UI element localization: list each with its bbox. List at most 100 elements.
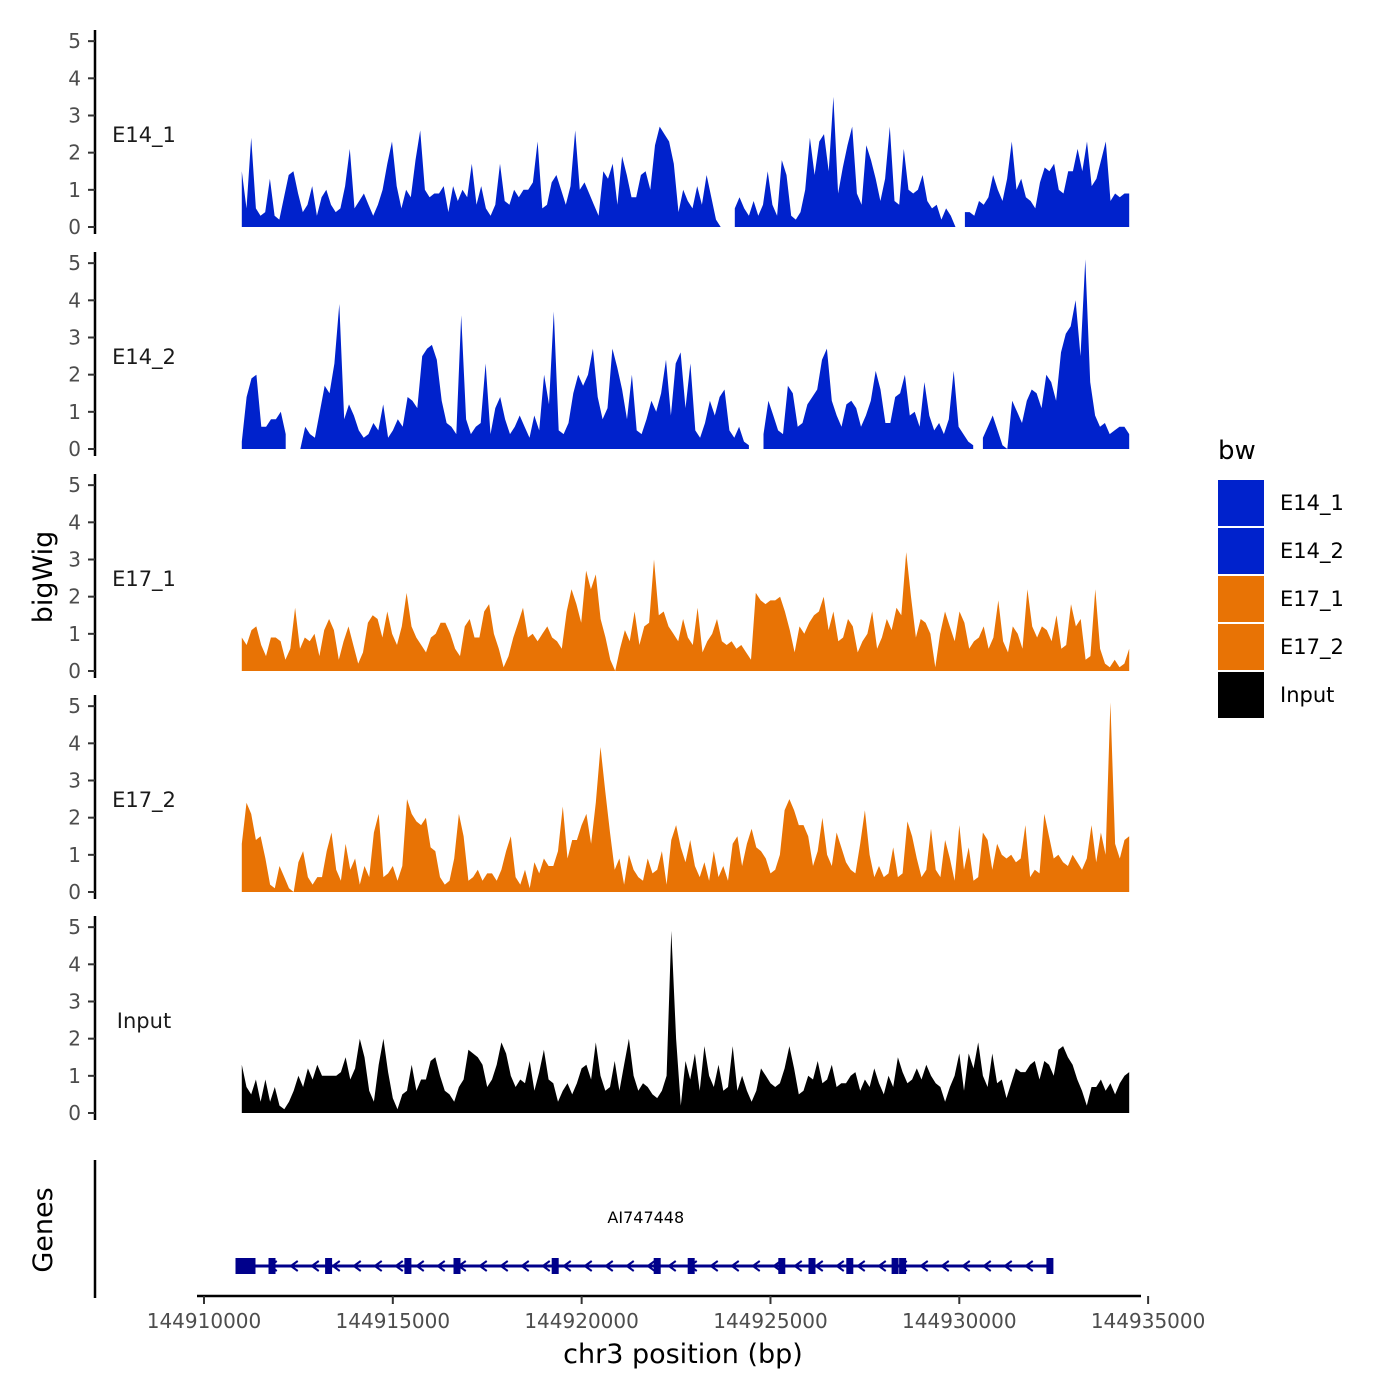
gene-exon [1046, 1258, 1054, 1274]
y-tick-label: 2 [68, 585, 81, 609]
gene-exon [808, 1258, 816, 1274]
gene-exon [891, 1258, 899, 1274]
x-tick-label: 144925000 [713, 1309, 828, 1333]
y-tick-label: 5 [68, 694, 81, 718]
y-tick-label: 1 [68, 400, 81, 424]
area-series-E14_2 [241, 374, 286, 449]
y-tick-label: 1 [68, 178, 81, 202]
y-tick-label: 2 [68, 141, 81, 165]
y-tick-label: 2 [68, 806, 81, 830]
strand-arrow [982, 1260, 992, 1272]
strand-arrow [562, 1260, 572, 1272]
area-series-E14_1 [734, 96, 956, 228]
y-axis-title: bigWig [28, 531, 59, 624]
strand-arrow [1003, 1260, 1013, 1272]
gene-exon [653, 1258, 661, 1274]
strand-arrow [541, 1260, 551, 1272]
track-Input: 0 1 2 3 4 5 Input [68, 915, 1130, 1125]
strand-arrow [604, 1260, 614, 1272]
strand-arrow [1024, 1260, 1034, 1272]
x-tick-label: 144935000 [1091, 1309, 1206, 1333]
legend-swatch-E17_2 [1218, 624, 1264, 670]
strand-arrow [583, 1260, 593, 1272]
x-axis-title: chr3 position (bp) [563, 1339, 803, 1370]
gene-exon [453, 1258, 461, 1274]
strand-arrow [793, 1260, 803, 1272]
strand-arrow [331, 1260, 341, 1272]
tracks: 0 1 2 3 4 5 E14_1 0 1 2 3 4 5 E14_2 0 1 2 3 4 5 E17_1 0 1 2 3 4 5 E… [68, 29, 1130, 1125]
x-tick-label: 144915000 [336, 1309, 451, 1333]
area-series-E14_2 [763, 348, 974, 449]
x-tick-label: 144910000 [147, 1309, 262, 1333]
y-tick-label: 3 [68, 768, 81, 792]
track-E14_2: 0 1 2 3 4 5 E14_2 [68, 251, 1130, 461]
track-label: E17_1 [112, 567, 176, 592]
y-tick-label: 1 [68, 843, 81, 867]
y-tick-label: 1 [68, 622, 81, 646]
genes-axis-title: Genes [28, 1187, 59, 1272]
strand-arrow [415, 1260, 425, 1272]
y-tick-label: 4 [68, 952, 81, 976]
strand-arrow [646, 1260, 656, 1272]
gene-exon [404, 1258, 412, 1274]
strand-arrow [856, 1260, 866, 1272]
area-series-E17_1 [241, 552, 1130, 671]
legend-label-E17_2: E17_2 [1280, 635, 1344, 660]
y-tick-label: 3 [68, 547, 81, 571]
strand-arrow [709, 1260, 719, 1272]
legend-label-E17_1: E17_1 [1280, 587, 1344, 612]
strand-arrow [667, 1260, 677, 1272]
y-tick-label: 0 [68, 437, 81, 461]
y-tick-label: 0 [68, 659, 81, 683]
track-label: E17_2 [112, 788, 176, 813]
gene-exon [268, 1258, 276, 1274]
area-series-E14_2 [982, 259, 1130, 449]
strand-arrow [814, 1260, 824, 1272]
legend-swatch-E14_1 [1218, 480, 1264, 526]
track-E14_1: 0 1 2 3 4 5 E14_1 [68, 29, 1130, 239]
y-tick-label: 4 [68, 66, 81, 90]
area-series-E14_1 [964, 141, 1130, 227]
y-tick-label: 4 [68, 510, 81, 534]
track-label: E14_1 [112, 123, 176, 148]
y-tick-label: 3 [68, 103, 81, 127]
y-tick-label: 0 [68, 880, 81, 904]
gene-exon [551, 1258, 559, 1274]
track-label: Input [117, 1009, 171, 1033]
gene-exon [778, 1258, 786, 1274]
y-tick-label: 1 [68, 1064, 81, 1088]
y-tick-label: 5 [68, 915, 81, 939]
strand-arrow [625, 1260, 635, 1272]
legend-swatch-E17_1 [1218, 576, 1264, 622]
y-tick-label: 5 [68, 251, 81, 275]
strand-arrow [478, 1260, 488, 1272]
gene-exon [846, 1258, 854, 1274]
legend-label-E14_2: E14_2 [1280, 539, 1344, 564]
legend-swatch-Input [1218, 672, 1264, 718]
x-tick-label: 144920000 [524, 1309, 639, 1333]
legend-label-E14_1: E14_1 [1280, 491, 1344, 516]
gene-exon [899, 1258, 907, 1274]
y-tick-label: 5 [68, 29, 81, 53]
strand-arrow [940, 1260, 950, 1272]
track-E17_2: 0 1 2 3 4 5 E17_2 [68, 694, 1130, 904]
legend-swatch-E14_2 [1218, 528, 1264, 574]
y-tick-label: 0 [68, 1101, 81, 1125]
y-tick-label: 3 [68, 989, 81, 1013]
strand-arrow [373, 1260, 383, 1272]
genes-panel: AI747448 [93, 1160, 1054, 1298]
strand-arrow [352, 1260, 362, 1272]
strand-arrow [520, 1260, 530, 1272]
y-tick-label: 4 [68, 731, 81, 755]
track-label: E14_2 [112, 345, 176, 370]
area-series-Input [241, 930, 1130, 1113]
strand-arrow [877, 1260, 887, 1272]
gene-label: AI747448 [607, 1208, 684, 1227]
x-axis: 144910000 144915000 144920000 144925000 1449… [147, 1294, 1206, 1333]
gene-exon [235, 1258, 256, 1274]
x-tick-label: 144930000 [902, 1309, 1017, 1333]
strand-arrow [751, 1260, 761, 1272]
strand-arrow [961, 1260, 971, 1272]
gene-exon [687, 1258, 695, 1274]
